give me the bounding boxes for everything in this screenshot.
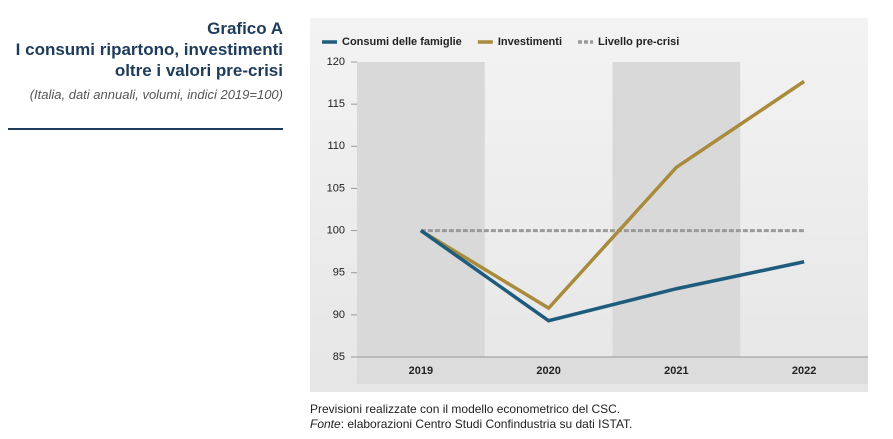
x-tick-label: 2021 — [664, 365, 688, 377]
y-tick-label: 115 — [327, 98, 345, 110]
x-tick-label: 2020 — [536, 365, 560, 377]
note: Previsioni realizzate con il modello eco… — [310, 402, 621, 416]
legend-label: Investimenti — [498, 36, 562, 48]
x-axis-area — [357, 357, 868, 384]
y-tick-label: 105 — [327, 182, 345, 194]
line — [419, 229, 805, 323]
source-text: : elaborazioni Centro Studi Confindustri… — [340, 417, 633, 431]
chart-title: I consumi ripartono, investimenti — [15, 40, 283, 59]
chart-subtitle: (Italia, dati annuali, volumi, indici 20… — [29, 87, 283, 102]
chart: 85 90 95 100 105 110 115 120 2019 2020 2021 2022 Con… — [310, 18, 868, 392]
y-tick-label: 100 — [327, 224, 345, 236]
y-tick-label: 85 — [333, 351, 345, 363]
band — [612, 62, 741, 357]
x-tick-label: 2022 — [792, 365, 816, 377]
y-tick-label: 110 — [327, 140, 345, 152]
legend-label: Livello pre-crisi — [598, 36, 679, 48]
x-tick-label: 2019 — [409, 365, 433, 377]
source: Fonte: elaborazioni Centro Studi Confind… — [310, 417, 632, 432]
legend-label: Consumi delle famiglie — [342, 36, 462, 48]
chart-label: Grafico A — [207, 19, 283, 38]
divider — [8, 128, 283, 130]
notes: Previsioni realizzate con il modello eco… — [310, 402, 632, 432]
chart-title: oltre i valori pre-crisi — [114, 61, 283, 80]
line — [419, 79, 806, 311]
band — [357, 62, 485, 357]
y-tick-label: 90 — [333, 309, 345, 321]
y-tick-label: 120 — [327, 56, 345, 68]
title-panel: Grafico A I consumi ripartono, investime… — [8, 18, 283, 102]
y-tick-label: 95 — [333, 267, 345, 279]
source-label: Fonte — [310, 417, 341, 431]
